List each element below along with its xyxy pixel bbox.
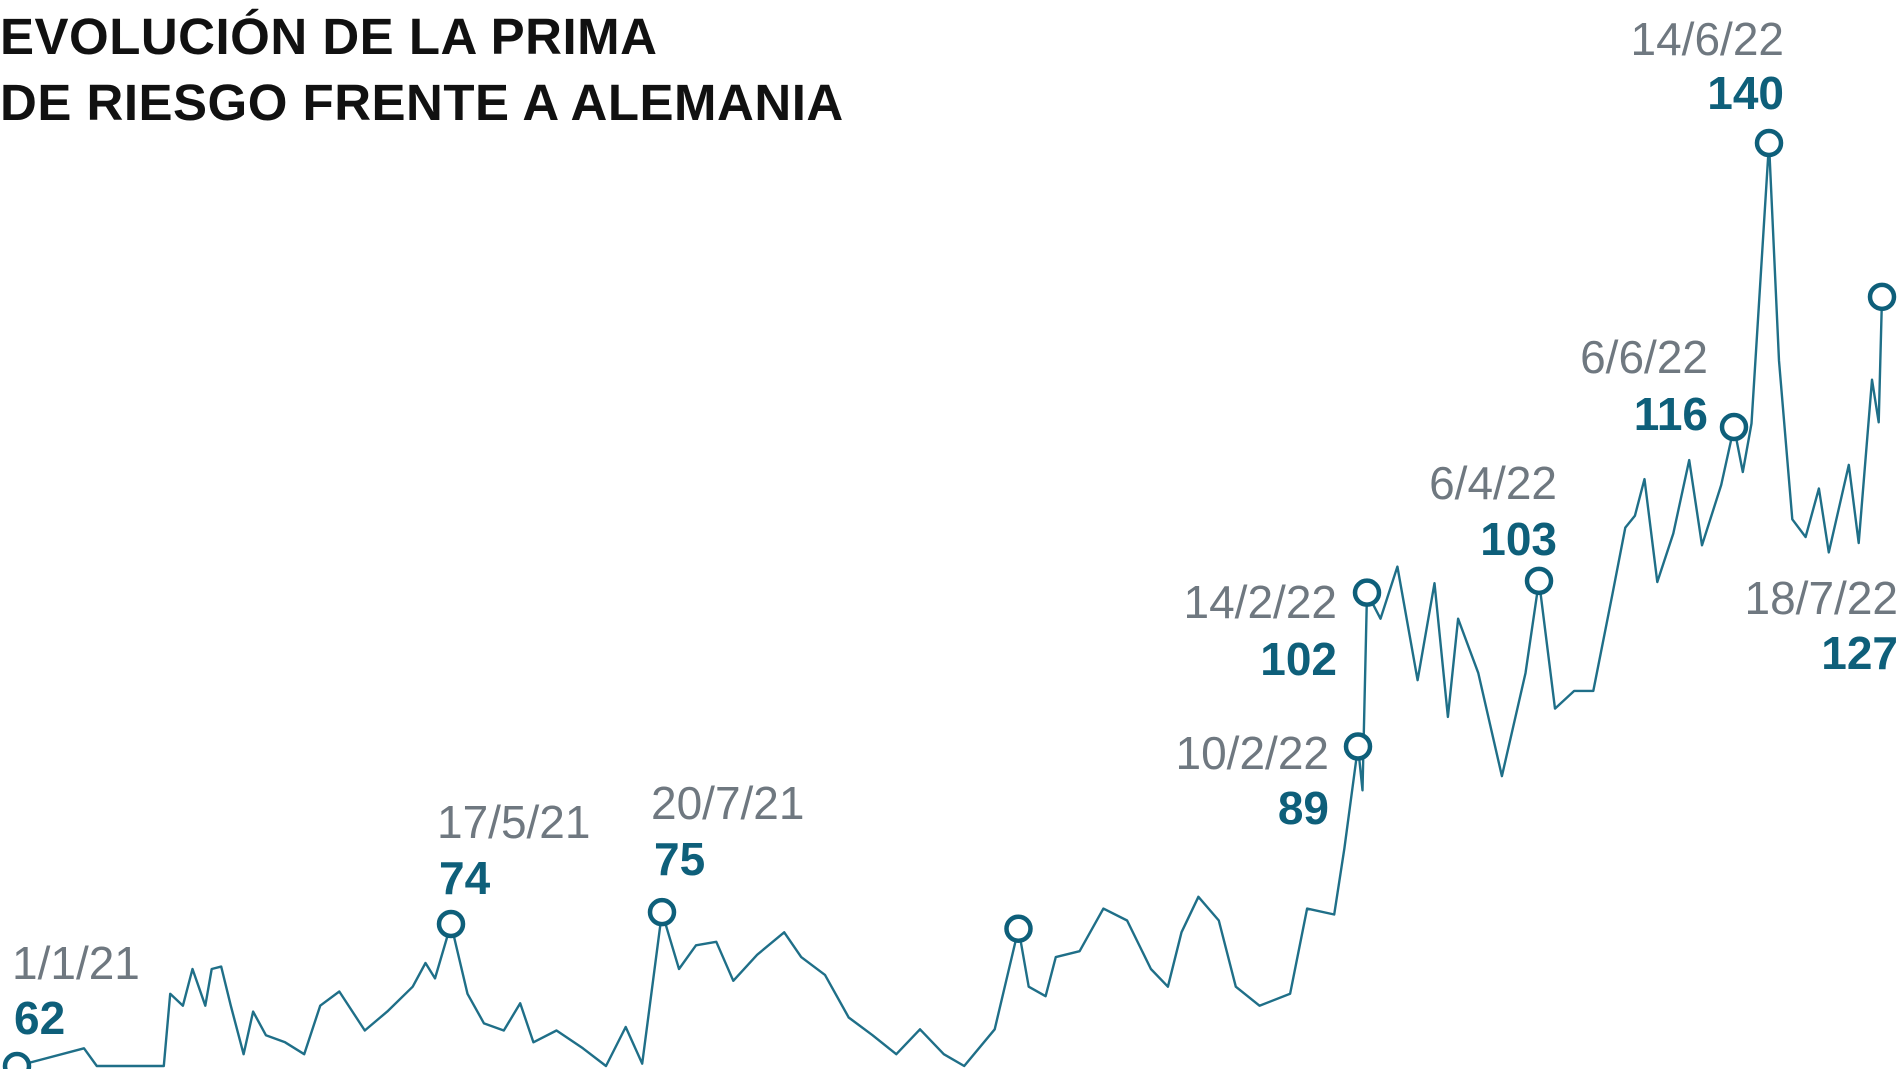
chart-title-line-2: DE RIESGO FRENTE A ALEMANIA <box>0 74 844 131</box>
value-label-74: 74 <box>439 852 491 904</box>
date-label-20-7-21: 20/7/21 <box>651 777 804 829</box>
value-label-140: 140 <box>1707 67 1784 119</box>
marker-2021-11-02 <box>1004 914 1033 943</box>
value-label-116: 116 <box>1634 388 1708 440</box>
markers <box>2 128 1897 1069</box>
value-label-103: 103 <box>1480 513 1557 565</box>
value-label-102: 102 <box>1260 633 1337 685</box>
date-label-1-1-21: 1/1/21 <box>12 937 140 989</box>
marker-14-6-22 <box>1754 128 1784 158</box>
value-label-127: 127 <box>1821 627 1898 679</box>
date-label-14-2-22: 14/2/22 <box>1184 576 1337 628</box>
marker-18-7-22 <box>1867 282 1897 312</box>
date-label-18-7-22: 18/7/22 <box>1745 572 1898 624</box>
marker-14-2-22 <box>1352 578 1382 607</box>
marker-20-7-21 <box>647 897 677 927</box>
chart-title-line-1: EVOLUCIÓN DE LA PRIMA <box>0 8 658 65</box>
marker-1-1-21 <box>2 1051 32 1069</box>
series-line <box>16 141 1884 1068</box>
marker-10-2-22 <box>1343 732 1373 761</box>
date-label-17-5-21: 17/5/21 <box>437 796 590 848</box>
marker-6-4-22 <box>1524 566 1554 596</box>
date-label-10-2-22: 10/2/22 <box>1176 727 1329 779</box>
date-label-6-4-22: 6/4/22 <box>1429 457 1557 509</box>
value-label-75: 75 <box>654 833 705 885</box>
value-label-62: 62 <box>14 992 65 1044</box>
chart-title: EVOLUCIÓN DE LA PRIMA DE RIESGO FRENTE A… <box>0 4 844 136</box>
annotation-labels: 1/1/21 62 17/5/21 74 20/7/21 75 10/2/22 … <box>12 13 1898 1044</box>
marker-6-6-22 <box>1719 412 1749 442</box>
marker-17-5-21 <box>436 909 466 939</box>
value-label-89: 89 <box>1278 782 1329 834</box>
date-label-6-6-22: 6/6/22 <box>1580 331 1708 383</box>
date-label-14-6-22: 14/6/22 <box>1631 13 1784 65</box>
